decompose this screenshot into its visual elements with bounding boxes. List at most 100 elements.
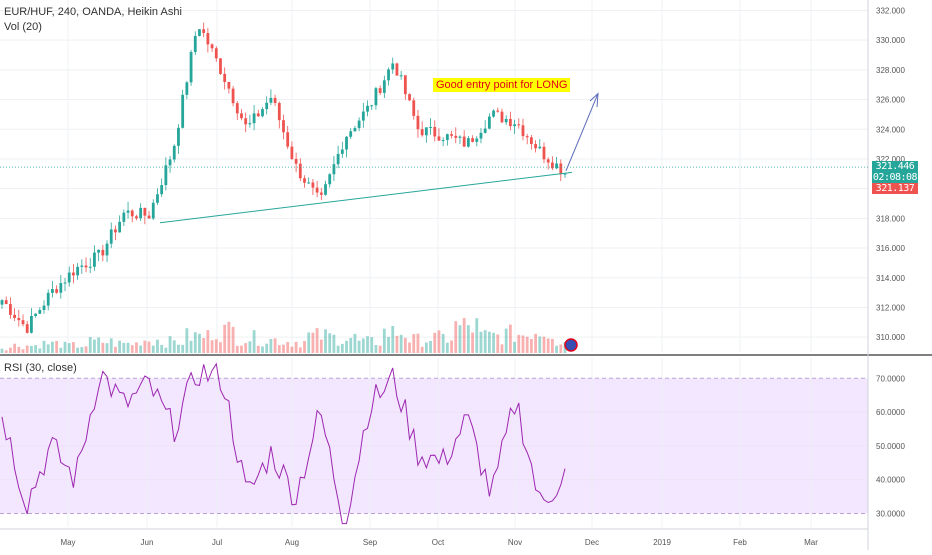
candle-body bbox=[97, 249, 101, 253]
candle-body bbox=[118, 221, 122, 233]
candle-body bbox=[147, 215, 151, 219]
volume-bar bbox=[382, 328, 386, 353]
candle-body bbox=[294, 158, 298, 164]
candle-body bbox=[361, 111, 365, 121]
volume-bar bbox=[550, 338, 554, 353]
volume-bar bbox=[496, 334, 500, 353]
volume-bar bbox=[353, 333, 357, 353]
volume-bar bbox=[21, 349, 25, 353]
candle-body bbox=[59, 283, 63, 293]
candle-body bbox=[429, 126, 432, 128]
candle-body bbox=[441, 140, 445, 142]
time-tick-label: May bbox=[60, 538, 75, 547]
volume-bar bbox=[273, 338, 277, 353]
candle-body bbox=[328, 174, 332, 185]
time-tick-label: 2019 bbox=[653, 538, 671, 547]
volume-bar bbox=[324, 329, 327, 353]
arrow-head bbox=[589, 92, 599, 108]
candle-body bbox=[206, 33, 210, 45]
candle-body bbox=[345, 136, 348, 150]
volume-bar bbox=[332, 334, 336, 353]
candle-body bbox=[105, 243, 109, 256]
candle-body bbox=[235, 103, 239, 114]
volume-bar bbox=[101, 342, 105, 353]
volume-bar bbox=[198, 333, 201, 353]
candle-body bbox=[399, 75, 403, 77]
candle-body bbox=[366, 105, 369, 112]
volume-bar bbox=[408, 342, 411, 353]
candle-body bbox=[353, 128, 357, 132]
candle-body bbox=[492, 110, 495, 117]
volume-bar bbox=[88, 336, 92, 353]
volume-bar bbox=[504, 328, 508, 353]
volume-bar bbox=[286, 342, 290, 353]
volume-bar bbox=[118, 340, 122, 353]
candle-body bbox=[273, 97, 277, 103]
volume-bar bbox=[345, 340, 348, 353]
candle-body bbox=[500, 111, 504, 123]
candle-body bbox=[202, 29, 206, 34]
candle-body bbox=[454, 135, 458, 138]
volume-bar bbox=[378, 345, 382, 353]
entry-callout[interactable]: Good entry point for LONG bbox=[433, 78, 571, 92]
volume-bar bbox=[122, 342, 126, 353]
candle-body bbox=[227, 81, 231, 89]
candle-body bbox=[504, 118, 508, 123]
volume-bar bbox=[240, 345, 243, 353]
candle-body bbox=[0, 300, 4, 305]
candle-body bbox=[164, 165, 168, 186]
volume-bar bbox=[462, 318, 466, 353]
event-marker-icon bbox=[564, 338, 578, 352]
volume-bar bbox=[542, 336, 546, 353]
volume-bar bbox=[244, 343, 248, 353]
volume-bar bbox=[492, 332, 495, 353]
candle-body bbox=[231, 88, 235, 104]
candle-body bbox=[93, 252, 96, 267]
volume-bar bbox=[63, 341, 67, 353]
volume-bar bbox=[361, 338, 365, 353]
volume-bar bbox=[513, 341, 516, 353]
candle-body bbox=[160, 185, 164, 195]
volume-bar bbox=[366, 336, 369, 353]
candle-body bbox=[420, 129, 424, 136]
volume-bar bbox=[319, 339, 323, 353]
volume-bar bbox=[252, 330, 256, 353]
candle-body bbox=[395, 63, 399, 76]
candle-body bbox=[303, 178, 306, 183]
volume-bar bbox=[109, 338, 113, 353]
volume-label: Vol (20) bbox=[4, 21, 42, 33]
candle-body bbox=[374, 88, 378, 106]
candle-body bbox=[487, 116, 491, 129]
candle-body bbox=[450, 134, 453, 136]
candle-body bbox=[181, 94, 185, 128]
candle-body bbox=[433, 126, 437, 137]
price-tick-label: 318.000 bbox=[876, 214, 905, 223]
volume-bar bbox=[235, 345, 239, 353]
candle-body bbox=[25, 324, 29, 333]
candle-body bbox=[555, 163, 558, 169]
candle-body bbox=[534, 144, 537, 149]
candle-body bbox=[416, 115, 420, 130]
candle-body bbox=[198, 29, 201, 36]
volume-bar bbox=[416, 333, 420, 353]
candle-body bbox=[80, 265, 84, 267]
candle-body bbox=[122, 212, 126, 222]
rsi-tick-label: 60.0000 bbox=[876, 408, 905, 417]
volume-bar bbox=[214, 339, 218, 353]
volume-bar bbox=[248, 341, 252, 353]
candle-body bbox=[21, 320, 25, 325]
candle-body bbox=[269, 97, 273, 103]
candle-body bbox=[248, 123, 252, 125]
candle-body bbox=[290, 146, 294, 159]
volume-bar bbox=[76, 347, 80, 353]
volume-bar bbox=[336, 345, 340, 353]
candle-body bbox=[109, 229, 113, 244]
volume-bar bbox=[458, 325, 462, 353]
candle-body bbox=[458, 136, 462, 138]
candle-body bbox=[479, 132, 483, 139]
volume-bar bbox=[193, 332, 197, 353]
volume-bar bbox=[105, 343, 109, 353]
candle-body bbox=[151, 202, 155, 219]
